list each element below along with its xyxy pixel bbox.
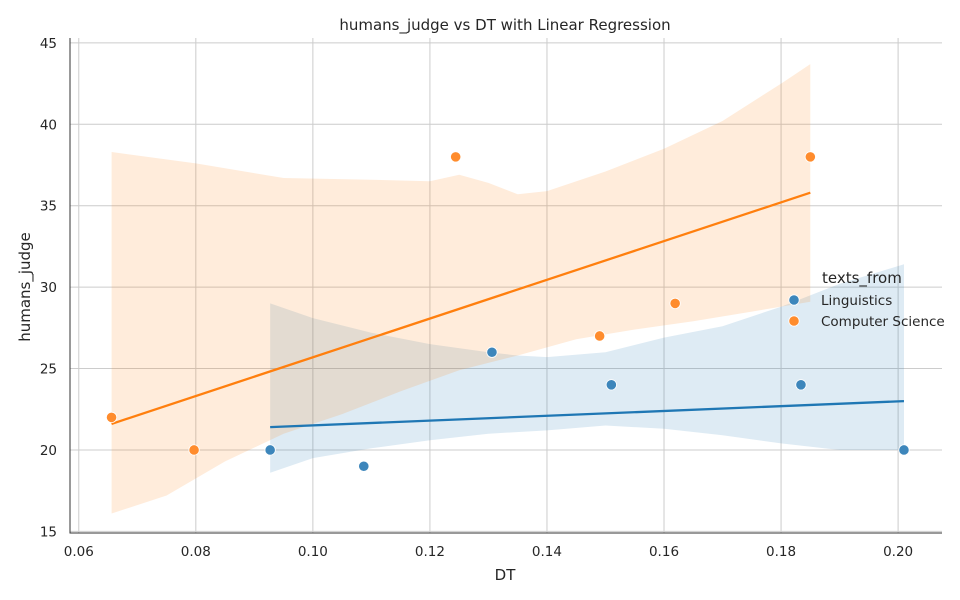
- y-tick-label: 20: [40, 443, 57, 459]
- axes: [69, 38, 942, 534]
- data-point-computer-science: [669, 297, 681, 310]
- x-axis-label: DT: [495, 566, 517, 584]
- confidence-bands: [111, 64, 904, 514]
- y-tick-label: 30: [40, 280, 57, 296]
- y-axis-ticks: 15 20 25 30 35 40 45: [40, 36, 57, 540]
- legend-title: texts_from: [822, 269, 902, 288]
- y-tick-label: 35: [40, 199, 57, 215]
- data-point-computer-science: [804, 151, 816, 163]
- data-point-linguistics: [605, 379, 617, 391]
- regression-line-computer-science: [111, 191, 811, 425]
- data-point-linguistics: [486, 346, 498, 358]
- legend-label-computer-science: Computer Science: [821, 314, 945, 330]
- x-tick-label: 0.06: [64, 544, 94, 560]
- legend-marker-computer-science: [788, 315, 800, 327]
- data-point-linguistics: [795, 379, 807, 391]
- x-tick-label: 0.18: [766, 544, 796, 560]
- x-tick-label: 0.14: [532, 544, 562, 560]
- y-tick-label: 40: [40, 117, 57, 133]
- confidence-band-computer-science: [111, 64, 811, 514]
- grid: [70, 38, 942, 533]
- regression-line-linguistics: [270, 399, 905, 429]
- y-tick-label: 45: [40, 36, 57, 52]
- y-axis-label: humans_judge: [16, 232, 35, 342]
- data-point-linguistics: [358, 460, 370, 472]
- data-point-linguistics: [264, 444, 276, 456]
- regression-lines: [111, 191, 905, 429]
- data-points: [105, 151, 910, 472]
- data-point-linguistics: [898, 444, 910, 456]
- x-tick-label: 0.08: [181, 544, 211, 560]
- x-tick-label: 0.16: [649, 544, 679, 560]
- y-tick-label: 15: [40, 524, 57, 540]
- y-tick-label: 25: [40, 362, 57, 378]
- x-tick-label: 0.12: [415, 544, 445, 560]
- chart-title: humans_judge vs DT with Linear Regressio…: [339, 16, 670, 35]
- legend-label-linguistics: Linguistics: [821, 293, 892, 309]
- x-tick-label: 0.20: [883, 544, 913, 560]
- data-point-computer-science: [450, 151, 462, 163]
- data-point-computer-science: [188, 444, 200, 456]
- x-axis-ticks: 0.06 0.08 0.10 0.12 0.14 0.16 0.18 0.20: [64, 544, 913, 560]
- data-point-computer-science: [105, 411, 118, 423]
- data-point-computer-science: [594, 330, 606, 342]
- legend: texts_from Linguistics Computer Science: [788, 269, 945, 330]
- x-tick-label: 0.10: [298, 544, 328, 560]
- legend-marker-linguistics: [788, 294, 800, 306]
